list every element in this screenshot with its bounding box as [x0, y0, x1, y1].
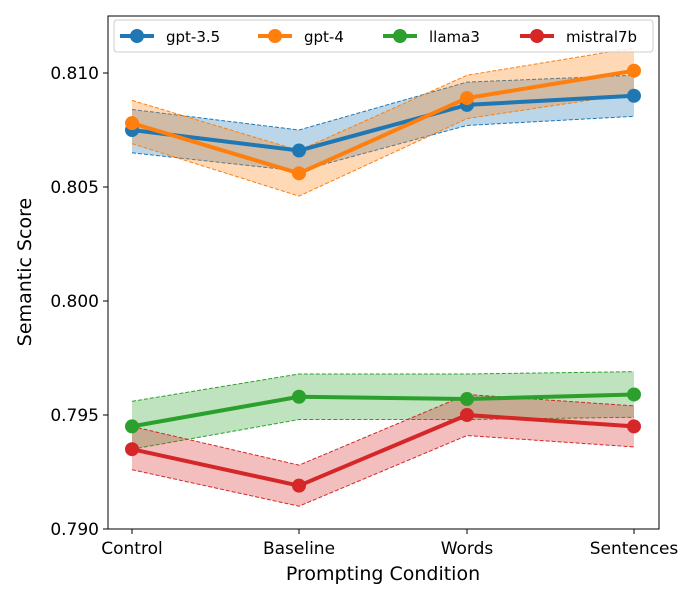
point-gpt-3.5-1 — [292, 143, 306, 158]
y-tick-label: 0.805 — [50, 178, 99, 198]
series-line-gpt-3.5 — [131, 93, 635, 153]
axes: 0.790 0.795 0.800 0.805 0.810 Control Baseline… — [50, 15, 679, 559]
legend-marker-gpt-3.5 — [130, 29, 144, 43]
legend-marker-gpt-4 — [268, 29, 282, 43]
band-lower-gpt-3.5 — [131, 115, 635, 172]
point-llama3-0 — [125, 419, 139, 434]
plot-frame — [107, 15, 660, 530]
point-gpt-4-2 — [460, 91, 474, 106]
band-lower-llama3 — [131, 416, 635, 450]
confidence-bands — [131, 47, 635, 507]
band-upper-gpt-4 — [131, 47, 635, 152]
series-line-llama3 — [131, 392, 635, 429]
y-tick-label: 0.800 — [50, 292, 99, 312]
series-line-mistral7b — [131, 413, 635, 488]
x-tick-label: Words — [441, 539, 494, 559]
point-llama3-2 — [460, 392, 474, 407]
band-upper-mistral7b — [131, 393, 635, 466]
y-axis-label: Semantic Score — [14, 198, 36, 346]
point-gpt-3.5-3 — [627, 88, 641, 103]
band-upper-llama3 — [131, 371, 635, 402]
point-llama3-3 — [627, 387, 641, 402]
series-lines — [125, 63, 641, 493]
point-mistral7b-0 — [125, 442, 139, 457]
x-tick-label: Baseline — [263, 539, 335, 559]
band-upper-gpt-3.5 — [131, 74, 635, 131]
legend: gpt-3.5 gpt-4 llama3 mistral7b — [113, 19, 654, 53]
legend-label-gpt-3.5: gpt-3.5 — [166, 28, 220, 46]
x-tick-label: Control — [101, 539, 162, 559]
point-mistral7b-3 — [627, 419, 641, 434]
y-tick-label: 0.810 — [50, 64, 99, 84]
legend-label-llama3: llama3 — [429, 28, 480, 46]
band-llama3 — [132, 371, 634, 450]
point-gpt-4-0 — [125, 116, 139, 131]
legend-marker-llama3 — [393, 29, 407, 43]
point-llama3-1 — [292, 389, 306, 404]
legend-marker-mistral7b — [530, 29, 544, 43]
point-gpt-4-3 — [627, 63, 641, 78]
point-gpt-4-1 — [292, 166, 306, 181]
point-mistral7b-1 — [292, 478, 306, 493]
x-tick-label: Sentences — [590, 539, 679, 559]
point-mistral7b-2 — [460, 408, 474, 422]
y-tick-label: 0.790 — [50, 520, 99, 540]
legend-label-gpt-4: gpt-4 — [304, 28, 344, 46]
y-tick-label: 0.795 — [50, 406, 99, 426]
band-lower-mistral7b — [131, 435, 635, 507]
legend-label-mistral7b: mistral7b — [566, 28, 637, 46]
band-lower-gpt-4 — [131, 93, 635, 197]
series-line-gpt-4 — [131, 68, 635, 176]
x-axis-label: Prompting Condition — [286, 563, 480, 585]
